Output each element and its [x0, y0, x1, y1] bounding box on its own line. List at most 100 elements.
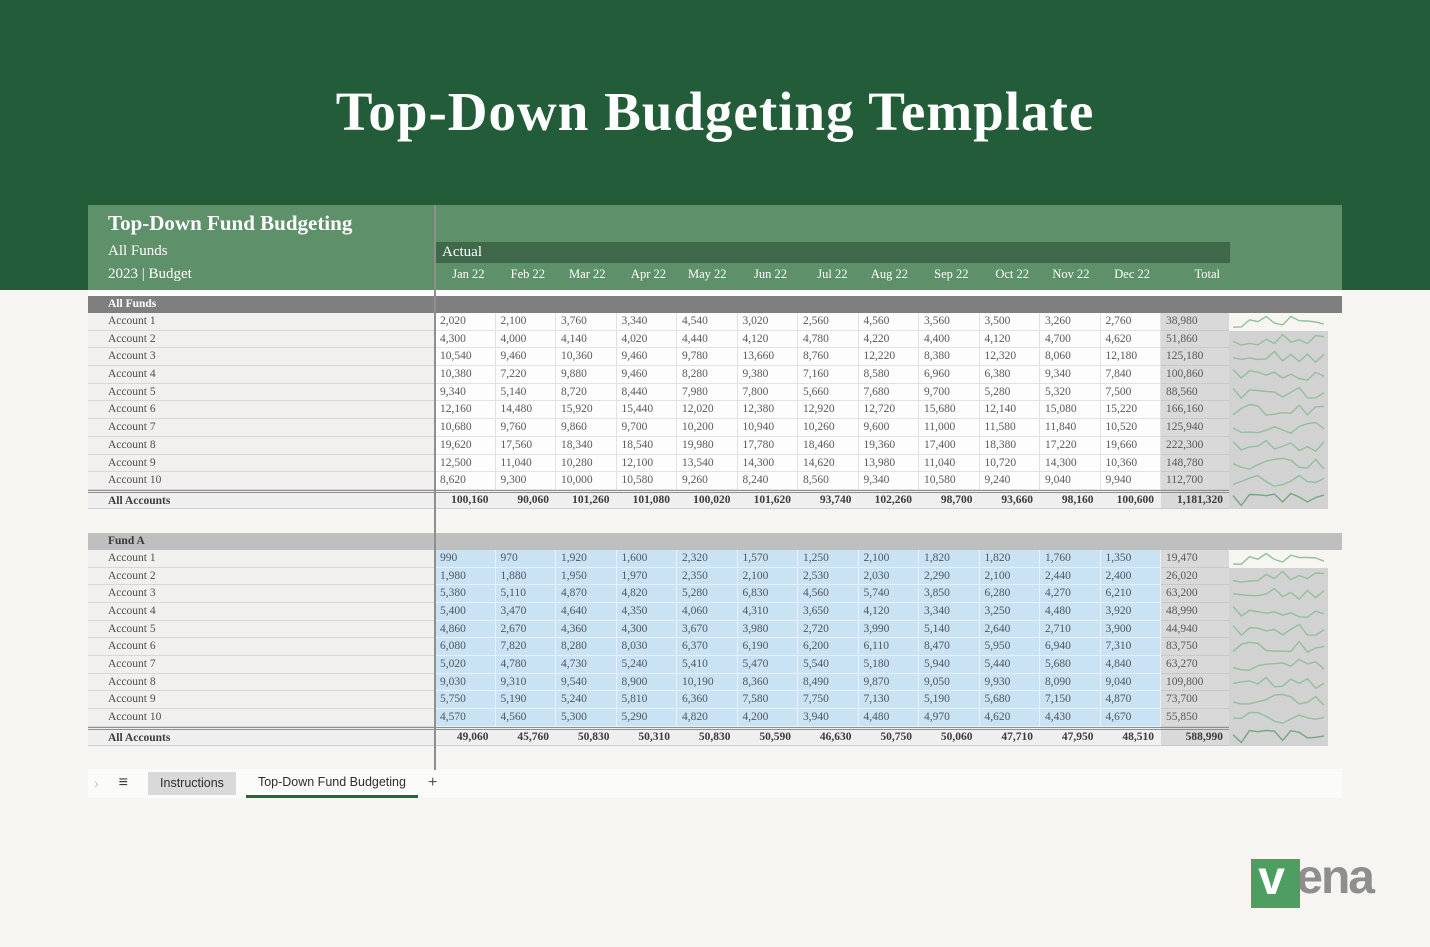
data-cell[interactable]: 5,140 — [495, 383, 556, 402]
month-header[interactable]: Nov 22 — [1052, 267, 1090, 281]
data-cell[interactable]: 4,780 — [798, 330, 859, 349]
data-cell[interactable]: 9,300 — [495, 472, 556, 490]
data-cell[interactable]: 5,320 — [1040, 383, 1101, 402]
data-cell[interactable]: 5,300 — [556, 709, 617, 727]
freeze-pane-divider[interactable] — [434, 205, 436, 770]
data-cell[interactable]: 50,060 — [919, 726, 980, 746]
data-cell[interactable]: 4,350 — [616, 602, 677, 621]
total-header[interactable]: Total — [1194, 267, 1220, 281]
total-cell[interactable]: 63,270 — [1161, 656, 1229, 674]
data-cell[interactable]: 10,680 — [435, 419, 496, 437]
data-cell[interactable]: 49,060 — [435, 726, 496, 746]
account-label[interactable]: Account 2 — [88, 330, 435, 349]
data-cell[interactable]: 2,640 — [979, 620, 1040, 639]
data-cell[interactable]: 14,300 — [1040, 454, 1101, 473]
data-cell[interactable]: 12,500 — [435, 454, 496, 473]
total-cell[interactable]: 125,180 — [1161, 348, 1229, 367]
month-header[interactable]: Oct 22 — [995, 267, 1029, 281]
data-cell[interactable]: 8,900 — [616, 673, 677, 692]
data-cell[interactable]: 8,620 — [435, 472, 496, 490]
data-cell[interactable]: 4,270 — [1040, 585, 1101, 603]
data-cell[interactable]: 990 — [435, 549, 496, 568]
data-cell[interactable]: 2,030 — [858, 567, 919, 586]
data-cell[interactable]: 6,830 — [737, 585, 798, 603]
data-cell[interactable]: 50,830 — [677, 726, 738, 746]
data-cell[interactable]: 3,250 — [979, 602, 1040, 621]
data-cell[interactable]: 4,780 — [495, 656, 556, 674]
data-cell[interactable]: 5,660 — [798, 383, 859, 402]
data-cell[interactable]: 11,040 — [919, 454, 980, 473]
data-cell[interactable]: 1,970 — [616, 567, 677, 586]
data-cell[interactable]: 98,160 — [1040, 489, 1101, 509]
data-cell[interactable]: 5,810 — [616, 691, 677, 710]
data-cell[interactable]: 12,380 — [737, 401, 798, 420]
data-cell[interactable]: 9,040 — [1040, 472, 1101, 490]
data-cell[interactable]: 2,760 — [1100, 313, 1161, 331]
data-cell[interactable]: 5,180 — [858, 656, 919, 674]
data-cell[interactable]: 9,030 — [435, 673, 496, 692]
data-cell[interactable]: 9,460 — [616, 348, 677, 367]
data-cell[interactable]: 1,760 — [1040, 549, 1101, 568]
data-cell[interactable]: 10,360 — [1100, 454, 1161, 473]
data-cell[interactable]: 4,870 — [556, 585, 617, 603]
total-cell[interactable]: 125,940 — [1161, 419, 1229, 437]
data-cell[interactable]: 8,360 — [737, 673, 798, 692]
data-cell[interactable]: 3,470 — [495, 602, 556, 621]
account-label[interactable]: Account 10 — [88, 709, 435, 727]
account-label[interactable]: Account 5 — [88, 383, 435, 402]
data-cell[interactable]: 7,820 — [495, 638, 556, 656]
total-cell[interactable]: 148,780 — [1161, 454, 1229, 473]
data-cell[interactable]: 93,660 — [979, 489, 1040, 509]
data-cell[interactable]: 47,710 — [979, 726, 1040, 746]
data-cell[interactable]: 18,340 — [556, 436, 617, 455]
account-label[interactable]: Account 4 — [88, 366, 435, 384]
data-cell[interactable]: 2,290 — [919, 567, 980, 586]
data-cell[interactable]: 6,940 — [1040, 638, 1101, 656]
account-label[interactable]: Account 7 — [88, 419, 435, 437]
data-cell[interactable]: 15,920 — [556, 401, 617, 420]
data-cell[interactable]: 50,590 — [737, 726, 798, 746]
data-cell[interactable]: 1,880 — [495, 567, 556, 586]
data-cell[interactable]: 2,320 — [677, 549, 738, 568]
data-cell[interactable]: 6,280 — [979, 585, 1040, 603]
total-row-label[interactable]: All Accounts — [88, 726, 435, 746]
data-cell[interactable]: 5,240 — [556, 691, 617, 710]
data-cell[interactable]: 10,000 — [556, 472, 617, 490]
account-label[interactable]: Account 6 — [88, 401, 435, 420]
data-cell[interactable]: 4,620 — [1100, 330, 1161, 349]
data-cell[interactable]: 4,140 — [556, 330, 617, 349]
data-cell[interactable]: 10,190 — [677, 673, 738, 692]
data-cell[interactable]: 4,060 — [677, 602, 738, 621]
account-label[interactable]: Account 4 — [88, 602, 435, 621]
data-cell[interactable]: 5,410 — [677, 656, 738, 674]
data-cell[interactable]: 4,540 — [677, 313, 738, 331]
total-cell[interactable]: 26,020 — [1161, 567, 1229, 586]
data-cell[interactable]: 4,120 — [737, 330, 798, 349]
data-cell[interactable]: 5,740 — [858, 585, 919, 603]
data-cell[interactable]: 9,700 — [919, 383, 980, 402]
data-cell[interactable]: 3,340 — [919, 602, 980, 621]
data-cell[interactable]: 5,400 — [435, 602, 496, 621]
data-cell[interactable]: 3,500 — [979, 313, 1040, 331]
data-cell[interactable]: 47,950 — [1040, 726, 1101, 746]
data-cell[interactable]: 4,820 — [677, 709, 738, 727]
data-cell[interactable]: 9,880 — [556, 366, 617, 384]
data-cell[interactable]: 3,990 — [858, 620, 919, 639]
data-cell[interactable]: 48,510 — [1100, 726, 1161, 746]
data-cell[interactable]: 3,980 — [737, 620, 798, 639]
data-cell[interactable]: 19,360 — [858, 436, 919, 455]
data-cell[interactable]: 6,080 — [435, 638, 496, 656]
data-cell[interactable]: 1,820 — [919, 549, 980, 568]
data-cell[interactable]: 6,210 — [1100, 585, 1161, 603]
data-cell[interactable]: 8,380 — [919, 348, 980, 367]
data-cell[interactable]: 5,240 — [616, 656, 677, 674]
data-cell[interactable]: 11,580 — [979, 419, 1040, 437]
month-header[interactable]: Jun 22 — [754, 267, 787, 281]
data-cell[interactable]: 1,350 — [1100, 549, 1161, 568]
data-cell[interactable]: 8,280 — [556, 638, 617, 656]
data-cell[interactable]: 7,220 — [495, 366, 556, 384]
data-cell[interactable]: 45,760 — [495, 726, 556, 746]
data-cell[interactable]: 4,620 — [979, 709, 1040, 727]
data-cell[interactable]: 17,780 — [737, 436, 798, 455]
data-cell[interactable]: 10,540 — [435, 348, 496, 367]
